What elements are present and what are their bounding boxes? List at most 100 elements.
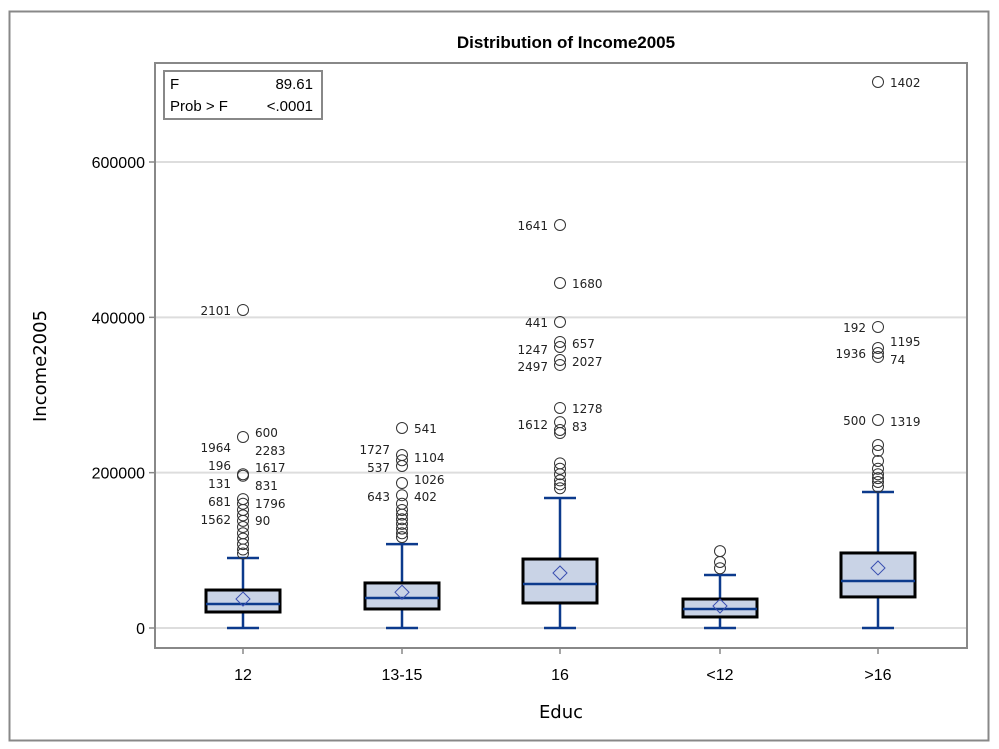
- outlier-point: [554, 354, 566, 367]
- outlier-label: 1319: [890, 415, 921, 429]
- outlier-point: [396, 503, 408, 516]
- outlier-label: 1278: [572, 402, 603, 416]
- outlier-point: [714, 562, 726, 575]
- outlier-point: [872, 468, 884, 481]
- stats-inset-box: [163, 70, 323, 120]
- outlier-label: 2027: [572, 355, 603, 369]
- outlier-label: 196: [208, 459, 231, 473]
- mean-marker: [394, 584, 410, 600]
- outlier-label: 831: [255, 479, 278, 493]
- outlier-point: [237, 538, 249, 551]
- outlier-point: [396, 422, 408, 435]
- outlier-point: [237, 509, 249, 522]
- outlier-point: [237, 303, 249, 316]
- outlier-point: [714, 555, 726, 568]
- outlier-label: 1641: [517, 219, 548, 233]
- outer-frame: [8, 10, 990, 742]
- outlier-point: [237, 543, 249, 556]
- outlier-point: [554, 277, 566, 290]
- outlier-point: [554, 335, 566, 348]
- outlier-point: [872, 444, 884, 457]
- x-axis-label: Educ: [539, 702, 583, 723]
- outlier-label: 1104: [414, 451, 445, 465]
- outlier-point: [237, 514, 249, 527]
- outlier-point: [872, 414, 884, 427]
- mean-marker: [712, 598, 728, 614]
- outlier-point: [396, 513, 408, 526]
- outlier-point: [396, 522, 408, 535]
- outlier-point: [396, 517, 408, 530]
- plot-area-frame: [154, 62, 968, 649]
- outlier-label: 1796: [255, 497, 286, 511]
- outlier-point: [396, 489, 408, 502]
- outlier-label: 192: [843, 321, 866, 335]
- outlier-point: [872, 455, 884, 468]
- boxes: 2101 1964 196 131 681 1562 600 2283 1617 831 1796 9…: [200, 76, 921, 630]
- outlier-label: 83: [572, 420, 587, 434]
- outlier-label: 1680: [572, 277, 603, 291]
- outlier-point: [554, 358, 566, 371]
- outlier-point: [237, 431, 249, 444]
- outlier-point: [872, 472, 884, 485]
- outlier-point: [872, 347, 884, 360]
- outlier-point: [554, 478, 566, 491]
- outlier-label: 441: [525, 316, 548, 330]
- outlier-point: [872, 480, 884, 493]
- outlier-label: 1612: [517, 418, 548, 432]
- outlier-point: [396, 459, 408, 472]
- x-tick-label: <12: [706, 667, 733, 684]
- outlier-point: [554, 218, 566, 231]
- outlier-point: [872, 439, 884, 452]
- mean-marker: [870, 560, 886, 576]
- chart-title: Distribution of Income2005: [457, 33, 675, 52]
- outlier-point: [872, 462, 884, 475]
- outlier-label: 1402: [890, 76, 921, 90]
- y-tick-label: 200000: [92, 466, 145, 483]
- box-group-13-15: 1727 537 643 541 1104 1026 402: [359, 422, 445, 630]
- outlier-point: [237, 521, 249, 534]
- outlier-label: 1247: [517, 343, 548, 357]
- outlier-label: 657: [572, 337, 595, 351]
- y-axis: 0 200000 400000 600000: [92, 155, 155, 638]
- outlier-label: 1195: [890, 335, 921, 349]
- outlier-point: [872, 76, 884, 89]
- outlier-point: [554, 401, 566, 414]
- mean-marker: [552, 565, 568, 581]
- outlier-label: 1617: [255, 461, 286, 475]
- outlier-label: 131: [208, 477, 231, 491]
- outlier-point: [554, 482, 566, 495]
- outlier-label: 402: [414, 490, 437, 504]
- outlier-label: 1936: [835, 347, 866, 361]
- y-tick-label: 0: [136, 621, 145, 638]
- outlier-point: [237, 497, 249, 510]
- outlier-point: [872, 342, 884, 355]
- outlier-label: 2101: [200, 304, 231, 318]
- outlier-point: [237, 547, 249, 560]
- outlier-label: 643: [367, 490, 390, 504]
- outlier-label: 2497: [517, 360, 548, 374]
- stat-prob-label: Prob > F: [170, 98, 228, 115]
- x-tick-label: 13-15: [382, 667, 423, 684]
- outlier-point: [554, 427, 566, 440]
- outlier-point: [872, 350, 884, 363]
- outlier-point: [396, 527, 408, 540]
- stat-f-label: F: [170, 76, 179, 93]
- outlier-point: [872, 320, 884, 333]
- outlier-point: [554, 468, 566, 481]
- outlier-point: [396, 454, 408, 467]
- x-tick-label: >16: [864, 667, 891, 684]
- box-group-<12: [681, 545, 759, 630]
- stats-inset: F 89.61 Prob > F <.0001: [163, 70, 323, 120]
- outlier-point: [554, 315, 566, 328]
- outlier-point: [396, 531, 408, 544]
- outlier-point: [554, 474, 566, 487]
- y-tick-label: 600000: [92, 155, 145, 172]
- box-iqr: [204, 588, 282, 614]
- outlier-label: 74: [890, 353, 905, 367]
- y-axis-label: Income2005: [30, 310, 51, 422]
- outlier-point: [554, 423, 566, 436]
- outlier-label: 541: [414, 422, 437, 436]
- box-group-16: 1641 441 1247 2497 1612 1680 657 2027 1278 83: [517, 218, 603, 630]
- outlier-point: [237, 469, 249, 482]
